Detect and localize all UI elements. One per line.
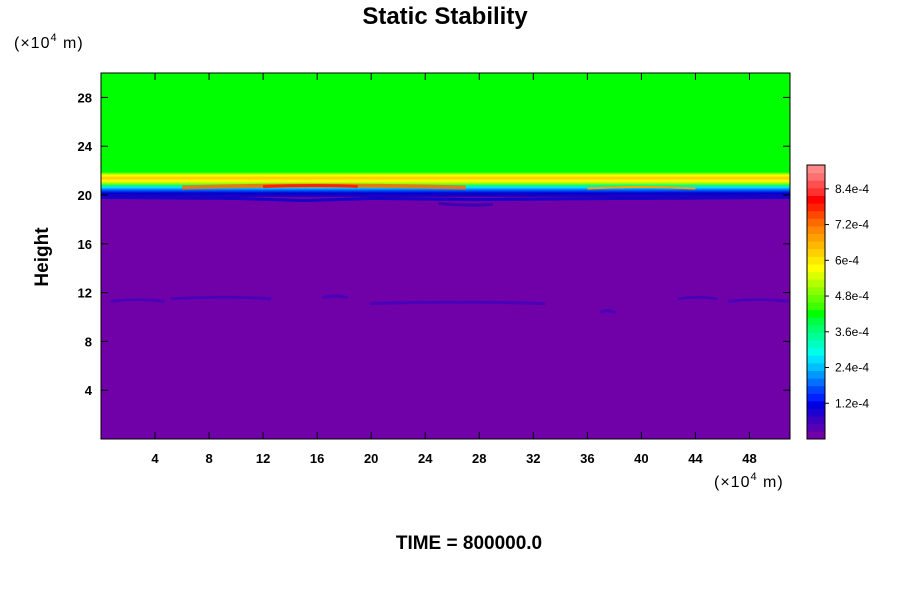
max-contour [263,183,358,188]
secondary-contour [587,185,696,190]
streak [110,298,165,303]
x-tick-label: 4 [151,451,159,466]
colorbar: 1.2e-4 2.4e-4 3.6e-4 4.8e-4 6e-4 7.2e-4 8.4e-4 [806,164,869,440]
colorbar-segment [807,309,825,318]
x-tick-label: 36 [580,451,594,466]
colorbar-segment [807,241,825,250]
streak [171,295,272,301]
colorbar-tick-label: 4.8e-4 [835,289,869,303]
streak [599,309,616,314]
colorbar-segment [807,210,825,219]
colorbar-tick-label: 3.6e-4 [835,325,869,339]
y-tick-label: 20 [78,188,92,203]
x-tick-label: 8 [205,451,212,466]
y-tick-label: 4 [85,383,93,398]
colorbar-segment [807,416,825,425]
colorbar-segment [807,225,825,234]
colorbar-segment [807,203,825,212]
streak [677,295,718,301]
x-tick-label: 48 [742,451,756,466]
plot-area [100,72,791,440]
colorbar-segment [807,340,825,349]
colorbar-segment [807,195,825,204]
colorbar-segment [807,180,825,189]
colorbar-segment [807,172,825,181]
colorbar-frame [806,164,826,440]
colorbar-segment [807,355,825,364]
field-lower-layer [101,195,790,439]
colorbar-segment [807,324,825,333]
colorbar-segment [807,423,825,432]
colorbar-segment [807,263,825,273]
y-axis-title: Height [32,227,53,287]
y-tick-label: 12 [78,286,92,301]
y-tick-label: 8 [85,334,92,349]
x-tick-label: 32 [526,451,540,466]
colorbar-segment [807,362,825,371]
colorbar-segment [807,233,825,242]
colorbar-tick-label: 2.4e-4 [835,361,869,375]
colorbar-tick-label: 7.2e-4 [835,218,869,232]
x-tick-label: 12 [256,451,270,466]
colorbar-segment [807,431,825,440]
y-axis: 4 8 12 16 20 24 28 [78,90,790,398]
field-tropopause-band [101,172,790,197]
colorbar-segment [807,187,825,196]
colorbar-segment [807,218,825,227]
band-details [100,183,791,207]
y-unit-label: (×104 m) [14,32,84,52]
tropopause-contour [100,195,791,202]
colorbar-segment [807,393,825,402]
colorbar-segment [807,279,825,288]
x-axis: 4 8 12 16 20 24 28 32 36 40 44 48 [151,73,757,466]
streak [727,298,789,303]
mid-level-streaks [110,294,789,314]
streak [322,294,349,299]
colorbar-segment [807,294,825,303]
colorbar-tick-label: 1.2e-4 [835,396,869,410]
y-tick-label: 16 [78,237,92,252]
x-tick-label: 28 [472,451,486,466]
colorbar-segment [807,271,825,280]
colorbar-segment [807,302,825,311]
colorbar-segment [807,400,825,410]
tropopause-dip [438,201,493,207]
colorbar-tick-label: 6e-4 [835,253,859,267]
colorbar-segment [807,408,825,417]
y-tick-label: 24 [78,139,93,154]
colorbar-segment [807,332,825,341]
chart-title: Static Stability [362,3,528,30]
time-label: TIME = 800000.0 [396,533,542,554]
y-tick-label: 28 [78,90,92,105]
x-tick-label: 44 [688,451,703,466]
colorbar-segment [807,165,825,174]
colorbar-tick-label: 8.4e-4 [835,182,869,196]
colorbar-segment [807,378,825,387]
plot-frame [100,72,791,440]
x-tick-label: 40 [634,451,648,466]
x-unit-label: (×104 m) [714,471,784,491]
colorbar-segment [807,317,825,326]
colorbar-segment [807,347,825,356]
colorbar-segment [807,370,825,379]
x-tick-label: 24 [418,451,433,466]
x-tick-label: 16 [310,451,324,466]
field-upper-layer [101,73,790,177]
colorbar-segment [807,385,825,394]
colorbar-segment [807,286,825,295]
x-tick-label: 20 [364,451,378,466]
colorbar-segment [807,248,825,257]
streak [369,300,546,306]
colorbar-segment [807,256,825,265]
